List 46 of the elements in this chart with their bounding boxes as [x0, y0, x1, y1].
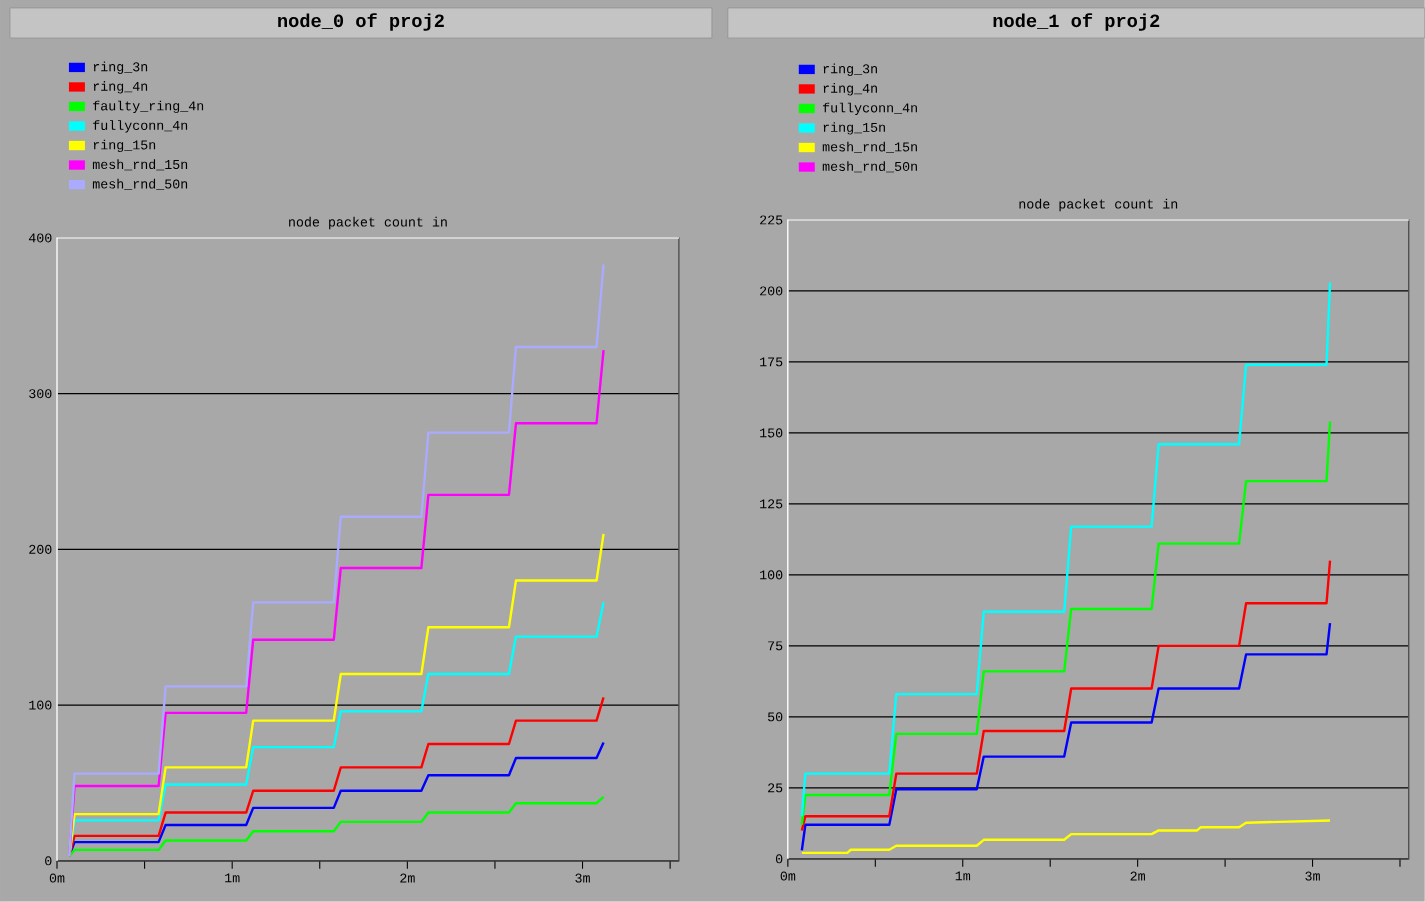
chart-subtitle: node packet count in: [1019, 198, 1178, 212]
y-tick-label: 125: [760, 499, 783, 509]
y-tick-label: 400: [28, 233, 52, 243]
legend-label: ring_15n: [823, 122, 885, 135]
legend-label: faulty_ring_4n: [93, 100, 204, 114]
legend-label: ring_4n: [93, 81, 148, 94]
chart-subtitle: node packet count in: [289, 216, 447, 230]
line-series: [800, 819, 1332, 855]
y-tick-label: 225: [760, 215, 783, 225]
chart-title: node_1 of proj2: [993, 13, 1160, 31]
x-tick-label: 1m: [955, 871, 971, 881]
y-tick-label: 100: [760, 570, 783, 580]
line-series: [800, 559, 1332, 832]
y-tick-label: 200: [29, 544, 52, 554]
y-tick-label: 50: [767, 712, 783, 722]
legend-label: fullyconn_4n: [93, 120, 188, 133]
chart-title: node_0 of proj2: [278, 13, 444, 31]
y-tick-label: 150: [760, 428, 783, 438]
y-tick-label: 100: [29, 700, 52, 710]
legend-label: mesh_rnd_50n: [92, 178, 188, 190]
legend-label: mesh_rnd_15n: [92, 159, 188, 171]
y-tick-label: 75: [768, 641, 783, 651]
legend-label: fullyconn_4n: [823, 102, 917, 116]
line-series: [800, 420, 1332, 827]
line-series: [800, 281, 1332, 818]
y-tick-label: 25: [768, 783, 783, 793]
legend-label: mesh_rnd_15n: [822, 141, 917, 153]
x-tick-label: 0m: [780, 871, 796, 881]
x-tick-label: 2m: [1130, 871, 1145, 881]
x-tick-label: 2m: [400, 873, 415, 883]
x-tick-label: 1m: [225, 873, 240, 883]
line-series: [68, 795, 605, 858]
y-tick-label: 300: [29, 389, 52, 399]
line-series: [800, 622, 1332, 852]
y-tick-label: 0: [45, 856, 52, 866]
x-tick-label: 0m: [49, 873, 65, 883]
x-tick-label: 3m: [1305, 871, 1320, 881]
legend-label: ring_15n: [93, 139, 156, 153]
legend-label: ring_3n: [823, 63, 877, 77]
legend-label: ring_3n: [93, 61, 148, 75]
y-tick-label: 0: [775, 854, 783, 864]
legend-label: mesh_rnd_50n: [822, 161, 917, 173]
y-tick-label: 175: [760, 357, 783, 367]
x-tick-label: 3m: [575, 873, 590, 883]
y-tick-label: 200: [760, 286, 783, 296]
legend-label: ring_4n: [823, 83, 877, 96]
